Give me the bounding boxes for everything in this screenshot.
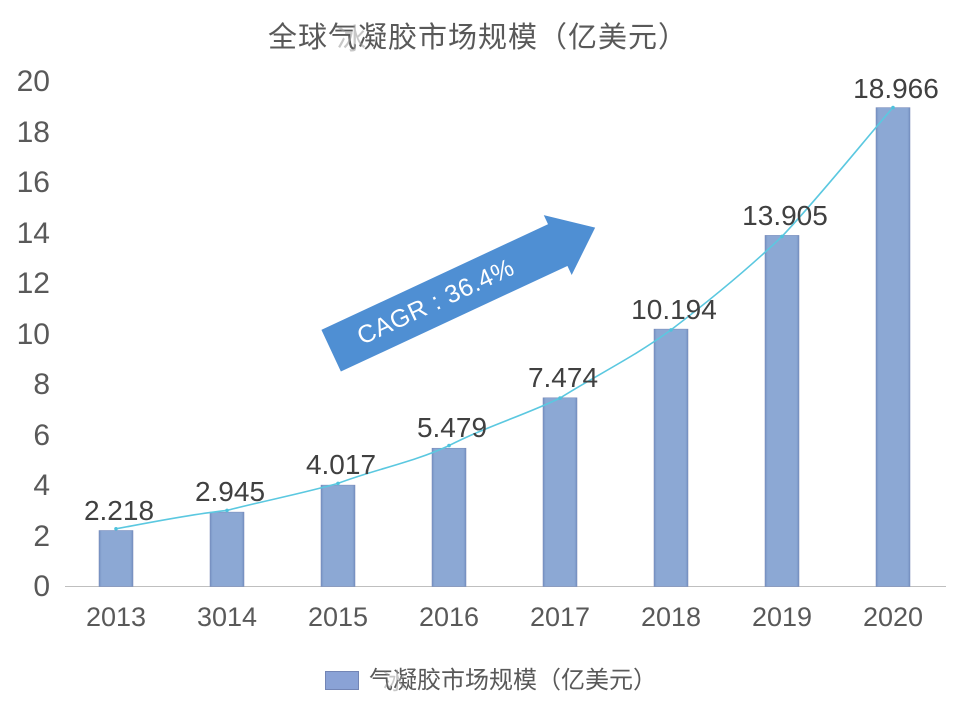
svg-text:CAGR : 36.4%: CAGR : 36.4% bbox=[353, 253, 519, 350]
